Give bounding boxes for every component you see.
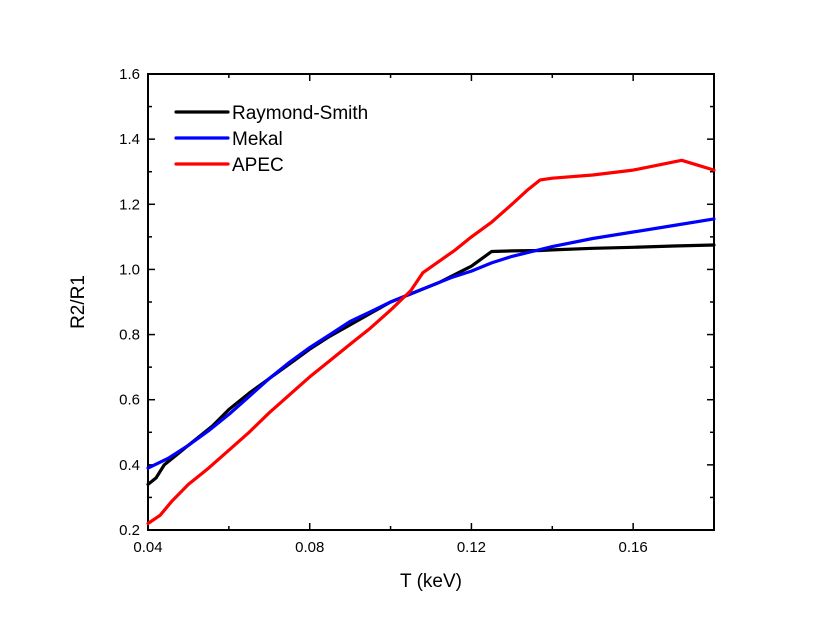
legend: Raymond-Smith Mekal APEC — [174, 103, 368, 176]
legend-label-mekal: Mekal — [232, 129, 283, 150]
legend-label-raymond-smith: Raymond-Smith — [232, 103, 368, 124]
x-axis-title: T (keV) — [400, 571, 462, 592]
y-tick-label: 1.4 — [119, 131, 140, 148]
axes-group: 0.04 0.08 0.12 0.16 0.2 0.4 0.6 0.8 1.0 1.2 1.4 1.6 — [119, 66, 715, 556]
y-tick-label: 1.2 — [119, 196, 140, 213]
x-tick-label: 0.08 — [295, 539, 324, 556]
y-tick-label: 0.4 — [119, 457, 140, 474]
series-line-mekal — [146, 217, 716, 470]
y-tick-label: 0.8 — [119, 327, 140, 344]
x-tick-label: 0.12 — [457, 539, 486, 556]
x-tick-label: 0.04 — [133, 539, 162, 556]
series-group — [146, 158, 716, 526]
y-tick-label: 1.6 — [119, 66, 140, 83]
x-tick-label: 0.16 — [619, 539, 648, 556]
legend-label-apec: APEC — [232, 155, 284, 176]
y-tick-label: 0.2 — [119, 522, 140, 539]
y-tick-label: 1.0 — [119, 261, 140, 278]
y-axis-title: R2/R1 — [68, 275, 89, 329]
series-line-apec — [146, 158, 716, 526]
y-tick-label: 0.6 — [119, 392, 140, 409]
